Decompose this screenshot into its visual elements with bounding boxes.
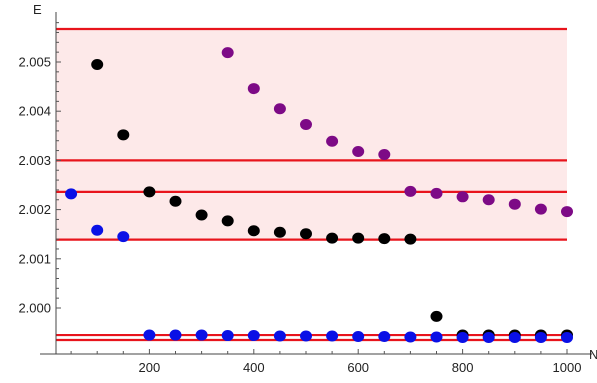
data-point-purple xyxy=(300,118,312,130)
axes xyxy=(40,12,592,355)
shaded-bands xyxy=(56,29,567,240)
data-point-purple xyxy=(352,146,365,158)
y-tick-label: 2.002 xyxy=(18,202,51,217)
y-tick-label: 2.003 xyxy=(18,153,51,168)
data-point-blue xyxy=(352,331,365,343)
data-point-purple xyxy=(378,148,391,160)
data-point-black xyxy=(195,209,208,221)
data-point-blue xyxy=(404,331,417,343)
data-point-blue xyxy=(561,332,573,344)
data-point-blue xyxy=(143,329,156,341)
x-tick-label-400: 400 xyxy=(243,360,265,375)
data-points xyxy=(65,47,573,344)
y-axis-ticks: 2.000 2.001 2.002 2.003 2.004 2.005 xyxy=(18,22,61,316)
y-axis-label: E xyxy=(33,2,42,17)
y-tick-label: 2.005 xyxy=(18,55,51,70)
data-point-black xyxy=(273,226,286,238)
data-point-black xyxy=(300,228,312,240)
data-point-blue xyxy=(117,231,130,243)
data-point-purple xyxy=(273,103,286,115)
data-point-purple xyxy=(430,187,443,199)
data-point-purple xyxy=(247,83,260,95)
data-point-black xyxy=(430,310,443,322)
data-point-purple xyxy=(534,203,547,215)
x-tick-label-600: 600 xyxy=(347,360,369,375)
data-point-blue xyxy=(65,188,78,200)
data-point-black xyxy=(117,129,130,141)
data-point-blue xyxy=(273,330,286,342)
data-point-purple xyxy=(221,47,234,59)
data-point-purple xyxy=(561,206,573,218)
data-point-blue xyxy=(508,332,521,344)
data-point-black xyxy=(91,58,104,70)
x-tick-label-1000: 1000 xyxy=(553,360,582,375)
data-point-black xyxy=(326,232,339,244)
data-point-black xyxy=(404,233,417,245)
data-point-blue xyxy=(378,331,391,343)
y-tick-label: 2.000 xyxy=(18,301,51,316)
data-point-black xyxy=(221,215,234,227)
data-point-blue xyxy=(169,329,182,341)
data-point-black xyxy=(378,233,391,245)
data-point-blue xyxy=(247,330,260,342)
x-tick-label-200: 200 xyxy=(139,360,161,375)
data-point-blue xyxy=(221,330,234,342)
data-point-blue xyxy=(300,330,312,342)
data-point-blue xyxy=(482,332,495,344)
data-point-blue xyxy=(430,331,443,343)
x-axis-label: N xyxy=(589,347,597,362)
data-point-purple xyxy=(326,135,339,147)
x-axis-ticks: 200 400 600 800 1000 xyxy=(70,349,582,375)
x-tick-label-800: 800 xyxy=(452,360,474,375)
data-point-blue xyxy=(195,329,208,341)
data-point-blue xyxy=(456,332,469,344)
y-tick-label: 2.004 xyxy=(18,104,51,119)
data-point-black xyxy=(247,225,260,237)
data-point-black xyxy=(143,186,156,198)
y-tick-label: 2.001 xyxy=(18,251,51,266)
data-point-purple xyxy=(404,185,417,197)
data-point-blue xyxy=(326,330,339,342)
data-point-black xyxy=(352,232,365,244)
data-point-blue xyxy=(534,332,547,344)
shaded-band-0 xyxy=(56,29,567,240)
data-point-purple xyxy=(456,191,469,203)
data-point-blue xyxy=(91,224,104,236)
data-point-black xyxy=(169,195,182,207)
data-point-purple xyxy=(508,198,521,210)
data-point-purple xyxy=(482,194,495,206)
